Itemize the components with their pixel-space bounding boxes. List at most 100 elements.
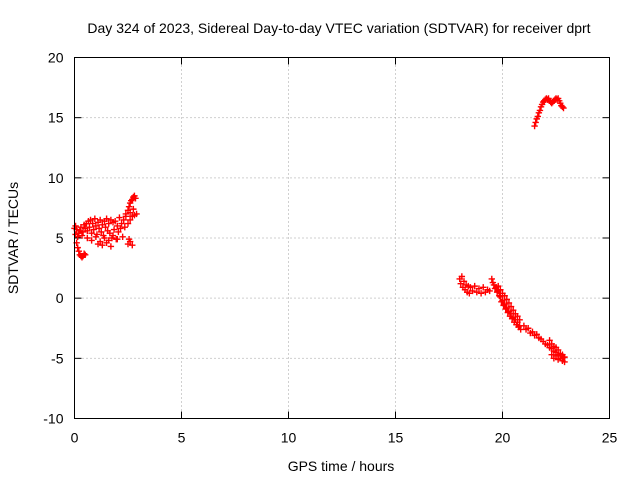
data-point: [458, 273, 466, 280]
data-point: [103, 239, 110, 247]
data-point: [504, 309, 512, 316]
grid: [74, 57, 610, 419]
x-tick-label: 20: [495, 430, 511, 446]
data-point: [109, 232, 117, 239]
data-point: [497, 293, 504, 301]
data-point: [501, 292, 508, 299]
data-point: [110, 226, 118, 233]
data-point: [517, 326, 524, 333]
data-point: [534, 113, 542, 120]
data-point: [94, 240, 102, 248]
data-point: [516, 316, 523, 324]
data-point: [111, 217, 119, 225]
y-tick-label: 10: [48, 170, 64, 186]
x-tick-label: 25: [602, 430, 618, 446]
data-point: [475, 285, 483, 292]
data-point: [95, 225, 103, 232]
data-point: [508, 315, 516, 322]
data-point: [74, 244, 81, 251]
data-point: [501, 300, 508, 308]
data-point: [500, 302, 507, 309]
data-point: [96, 216, 104, 224]
chart-title: Day 324 of 2023, Sidereal Day-to-day VTE…: [87, 20, 590, 36]
data-point: [75, 248, 82, 255]
data-point: [130, 205, 137, 213]
data-point: [529, 328, 536, 336]
data-point: [119, 233, 126, 240]
y-tick-label: -5: [51, 350, 64, 366]
data-point: [80, 250, 88, 257]
data-point: [116, 214, 123, 221]
data-point: [91, 215, 99, 222]
data-point: [126, 216, 134, 224]
data-point: [533, 331, 540, 338]
data-point: [499, 297, 506, 304]
data-point: [90, 226, 97, 233]
plot-frame: [74, 57, 610, 419]
data-point: [125, 236, 133, 243]
data-point: [536, 107, 544, 114]
data-point: [106, 229, 114, 237]
x-tick-label: 10: [281, 430, 297, 446]
y-tick-label: -10: [43, 411, 63, 427]
data-point: [505, 299, 513, 307]
data-point: [118, 220, 125, 227]
data-point: [76, 227, 84, 234]
data-point: [133, 210, 140, 218]
data-point: [84, 227, 91, 234]
data-point: [457, 280, 464, 287]
data-point: [480, 284, 487, 291]
data-point: [466, 290, 473, 297]
data-point: [128, 197, 135, 204]
x-tick-label: 5: [178, 430, 186, 446]
data-point: [99, 242, 106, 249]
data-point: [502, 305, 509, 313]
data-point: [92, 233, 100, 240]
data-point: [554, 346, 562, 354]
data-point: [87, 216, 94, 224]
data-point: [497, 286, 504, 293]
data-point: [126, 209, 134, 216]
data-point: [460, 278, 468, 285]
data-point: [503, 296, 510, 303]
data-point: [98, 228, 105, 236]
data-point: [114, 236, 121, 243]
data-point: [125, 203, 133, 210]
data-point: [486, 287, 493, 295]
data-point: [132, 195, 139, 202]
data-point: [548, 351, 555, 358]
data-point: [105, 220, 112, 227]
data-point: [74, 233, 81, 240]
y-tick-label: 20: [48, 50, 64, 66]
data-point: [77, 223, 85, 231]
data-point: [92, 222, 100, 230]
data-point: [507, 303, 515, 310]
data-point: [514, 313, 521, 320]
data-point: [114, 222, 121, 230]
data-point: [491, 285, 499, 292]
x-tick-label: 15: [388, 430, 404, 446]
data-point: [532, 119, 539, 126]
data-point: [122, 210, 130, 218]
data-point: [561, 358, 568, 366]
series-late-descending: [456, 273, 568, 366]
axis-ticks: 0 5 10 15 20 25 -10 -5 0 5 10 15 20: [43, 50, 617, 446]
data-point: [467, 284, 474, 291]
data-points: [71, 95, 568, 366]
data-point: [84, 234, 91, 242]
data-point: [86, 223, 93, 231]
data-point: [473, 288, 481, 296]
data-point: [72, 222, 79, 230]
data-point: [524, 325, 532, 332]
y-tick-label: 5: [56, 230, 64, 246]
data-point: [79, 228, 87, 236]
data-point: [101, 234, 108, 242]
data-point: [82, 251, 89, 259]
data-point: [120, 216, 127, 224]
data-point: [520, 322, 528, 330]
data-point: [496, 292, 503, 299]
data-point: [88, 237, 95, 244]
data-point: [510, 307, 517, 314]
data-point: [531, 122, 538, 130]
